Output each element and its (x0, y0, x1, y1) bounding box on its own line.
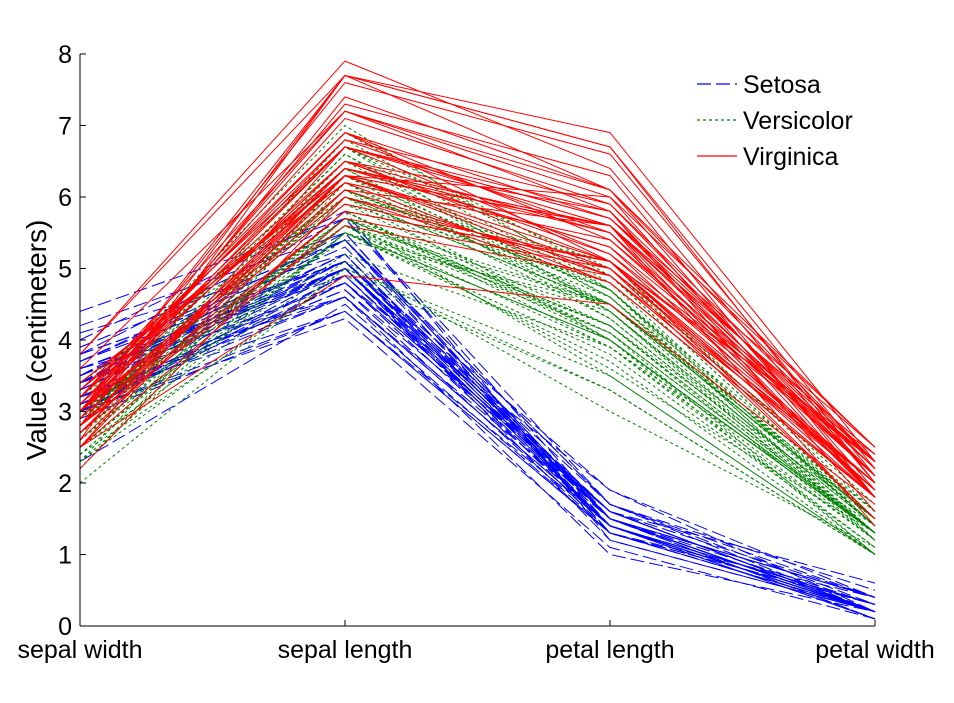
legend-label-versicolor: Versicolor (743, 107, 853, 135)
versicolor-line (79, 232, 876, 534)
virginica-line (79, 74, 876, 462)
versicolor-line (79, 189, 876, 534)
versicolor-line (79, 210, 876, 541)
virginica-line (79, 203, 876, 498)
legend: Setosa Versicolor Virginica (697, 71, 853, 171)
virginica-line (79, 74, 876, 484)
virginica-line (79, 196, 876, 498)
x-tick-label: petal length (545, 636, 674, 664)
versicolor-line (79, 217, 876, 534)
legend-label-setosa: Setosa (743, 71, 821, 99)
y-tick-label: 8 (58, 41, 72, 69)
x-tick-label: sepal length (278, 636, 413, 664)
y-tick-label: 4 (58, 327, 72, 355)
versicolor-line (79, 175, 876, 520)
y-tick-label: 7 (58, 113, 72, 141)
setosa-line (79, 267, 876, 613)
versicolor-line (79, 182, 876, 534)
virginica-line (79, 146, 876, 455)
virginica-line (79, 275, 876, 505)
data-lines (79, 60, 876, 620)
versicolor-line (79, 225, 876, 534)
virginica-line (79, 74, 876, 462)
y-tick-label: 2 (58, 470, 72, 498)
versicolor-line (79, 267, 876, 555)
x-tick-label: sepal width (17, 636, 142, 664)
versicolor-line (79, 267, 876, 555)
virginica-line (79, 210, 876, 491)
versicolor-line (79, 260, 876, 548)
setosa-line (79, 303, 876, 605)
virginica-line (79, 160, 876, 484)
virginica-line (79, 110, 876, 448)
setosa-line (79, 210, 876, 613)
x-tick-label: petal width (815, 636, 935, 664)
axes: 0 1 2 3 4 5 6 7 8 sepal width sepal length petal le… (17, 41, 934, 664)
virginica-line (79, 146, 876, 448)
y-tick-label: 3 (58, 399, 72, 427)
virginica-line (79, 146, 876, 462)
y-axis-label: Value (centimeters) (21, 220, 52, 461)
series-virginica (79, 60, 876, 527)
versicolor-line (79, 232, 876, 555)
virginica-line (79, 182, 876, 462)
y-tick-label: 5 (58, 256, 72, 284)
y-tick-label: 0 (58, 613, 72, 641)
versicolor-line (79, 232, 876, 548)
y-tick-label: 6 (58, 184, 72, 212)
versicolor-line (79, 196, 876, 555)
setosa-line (79, 239, 876, 598)
setosa-line (79, 310, 876, 613)
legend-label-virginica: Virginica (743, 143, 839, 171)
y-tick-label: 1 (58, 542, 72, 570)
